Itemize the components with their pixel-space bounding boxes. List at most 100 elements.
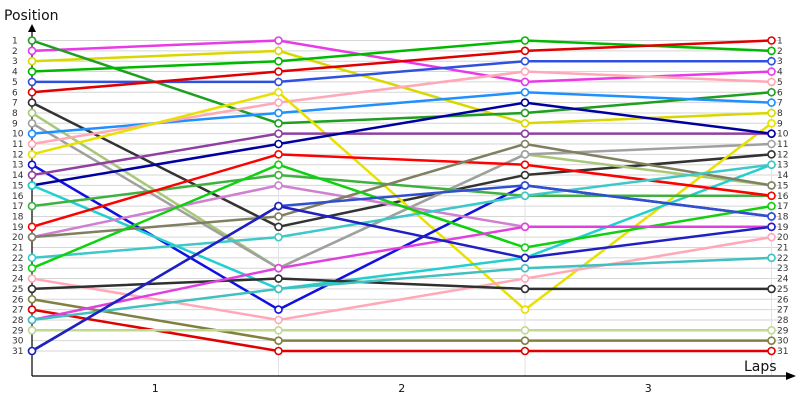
series-line (31, 163, 772, 291)
data-point (27, 315, 37, 325)
data-point (27, 36, 37, 45)
data-point (767, 119, 776, 128)
y-tick-label: 16 (12, 192, 24, 202)
data-point (27, 56, 37, 66)
data-point (520, 263, 530, 273)
y-tick-label: 20 (12, 233, 24, 243)
y-tick-label-right: 28 (777, 316, 789, 326)
data-point (767, 36, 776, 45)
data-point (520, 56, 530, 66)
data-point (27, 305, 37, 314)
data-point (274, 212, 283, 221)
data-point (767, 181, 776, 190)
series-line (31, 277, 772, 291)
data-point (520, 87, 530, 97)
data-point (274, 346, 283, 356)
y-axis-label: Position (4, 8, 59, 24)
x-tick-label: 3 (645, 382, 652, 395)
y-tick-label: 29 (12, 326, 24, 336)
data-point (274, 284, 283, 294)
data-point (27, 46, 37, 56)
y-tick-label-right: 15 (777, 181, 788, 191)
data-point (274, 315, 283, 325)
data-point (767, 46, 776, 56)
y-tick-label: 4 (12, 68, 18, 78)
data-point (27, 77, 37, 87)
data-point (274, 67, 283, 76)
data-point (520, 253, 530, 263)
series-line (31, 122, 772, 270)
data-point (767, 191, 776, 201)
y-tick-label: 18 (12, 212, 24, 222)
x-tick-labels: 1 2 3 (152, 382, 652, 395)
data-point (520, 77, 530, 87)
y-tick-label: 8 (12, 109, 18, 119)
data-point (767, 160, 776, 169)
y-tick-label: 26 (12, 295, 24, 305)
data-point (767, 150, 776, 159)
data-point (274, 150, 283, 159)
series-line (31, 132, 772, 177)
y-tick-label-right: 3 (777, 57, 783, 67)
data-point (520, 46, 530, 56)
data-point (27, 201, 37, 211)
y-tick-label-right: 6 (777, 88, 783, 98)
y-tick-label-right: 21 (777, 244, 788, 254)
y-tick-label: 27 (12, 306, 23, 316)
data-point (274, 98, 283, 107)
data-point (274, 87, 283, 97)
y-tick-label: 22 (12, 254, 23, 264)
series-line (31, 142, 772, 239)
y-tick-label: 17 (12, 202, 23, 212)
data-point (27, 253, 37, 263)
data-point (520, 222, 530, 232)
data-point (767, 98, 776, 107)
data-point (767, 108, 776, 118)
data-point (274, 160, 283, 169)
y-tick-label: 9 (12, 119, 18, 129)
data-point (520, 325, 530, 335)
y-tick-label-right: 11 (777, 140, 788, 150)
series-lines (31, 39, 773, 353)
y-tick-label: 5 (12, 78, 18, 88)
y-tick-label-right: 2 (777, 47, 783, 57)
data-point (767, 222, 776, 232)
data-point (27, 119, 37, 128)
data-point (520, 98, 530, 107)
series-line (31, 91, 773, 311)
data-point (767, 87, 776, 97)
data-point (274, 305, 283, 314)
y-tick-label-right: 25 (777, 285, 788, 295)
data-point (274, 274, 283, 283)
data-point (27, 98, 37, 107)
y-tick-label-right: 30 (777, 337, 789, 347)
data-point (27, 346, 37, 356)
data-point (520, 139, 530, 149)
y-tick-label: 1 (12, 37, 18, 47)
y-tick-label: 10 (12, 130, 24, 140)
y-tick-label-right: 12 (777, 150, 788, 160)
y-tick-label: 25 (12, 285, 23, 295)
data-point (27, 284, 37, 294)
x-axis-label: Laps (744, 359, 777, 375)
data-point (767, 284, 776, 294)
data-point (520, 181, 530, 190)
data-point (274, 108, 283, 118)
y-tick-label: 15 (12, 181, 23, 191)
y-tick-labels: 1234567891011121314151617181920212223242… (12, 37, 24, 358)
data-point (27, 263, 37, 273)
y-tick-label-right: 29 (777, 326, 789, 336)
data-point (274, 139, 283, 149)
y-tick-label-right: 16 (777, 192, 789, 202)
y-tick-label: 21 (12, 244, 23, 254)
data-point (27, 139, 37, 149)
y-tick-label: 11 (12, 140, 23, 150)
y-tick-label-right: 5 (777, 78, 783, 88)
y-tick-label-right: 1 (777, 37, 783, 47)
y-tick-label-right: 24 (777, 275, 789, 285)
data-point (520, 274, 530, 283)
data-point (274, 201, 283, 211)
data-point (520, 108, 530, 118)
series-line (31, 298, 772, 342)
y-tick-label: 6 (12, 88, 18, 98)
